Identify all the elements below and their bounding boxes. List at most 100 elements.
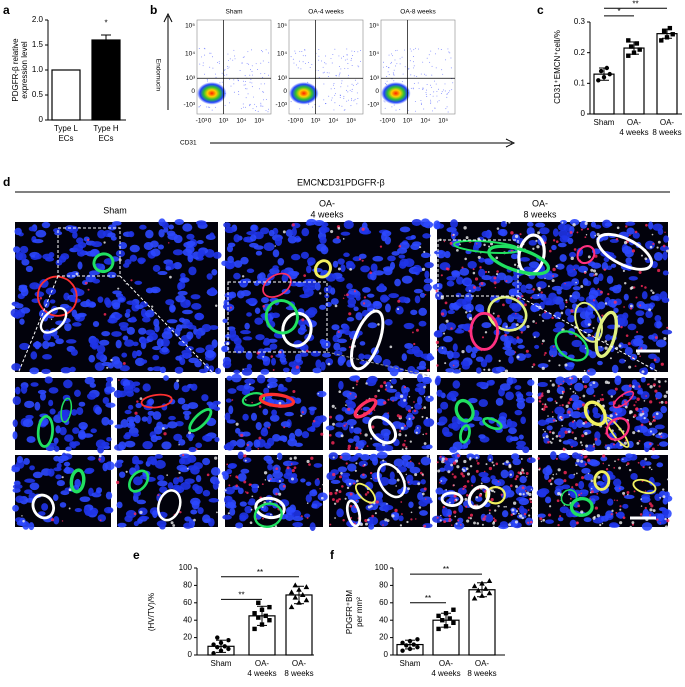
nucleus [41,221,51,229]
speckle [624,405,628,409]
vessel [353,398,378,419]
speckle [640,423,644,427]
speckle [445,457,448,461]
nucleus [32,341,42,348]
nucleus [652,223,663,231]
nucleus [117,297,125,302]
vessel [596,232,654,271]
nucleus [175,355,182,361]
speckle [392,400,394,402]
nucleus [54,231,63,236]
nucleus [136,460,144,465]
nucleus [613,406,623,414]
speckle [423,250,426,254]
flow-event [420,100,422,101]
flow-event [351,50,353,52]
flow-event [413,49,415,51]
speckle [658,385,661,388]
vessel [482,417,503,431]
nucleus [569,251,577,258]
speckle [651,421,654,423]
nucleus [177,290,188,296]
speckle [417,427,419,429]
speckle [456,248,459,252]
nucleus [272,265,279,271]
nucleus [34,253,42,260]
nucleus [525,396,535,404]
panel-letter: c [537,3,544,17]
nucleus [97,296,104,303]
speckle [604,380,609,384]
flow-x-tick: 0 [392,118,396,125]
vessel [92,252,115,274]
flow-event [388,74,390,75]
flow-event [265,98,267,100]
micrograph [326,451,433,530]
nucleus [389,367,399,377]
flow-event [412,88,414,90]
nucleus [425,395,434,402]
nucleus [195,347,205,354]
speckle [404,434,408,437]
nucleus [503,275,514,284]
nucleus [242,413,249,421]
speckle [629,307,633,310]
speckle [581,444,583,446]
speckle [663,394,667,398]
flow-event [435,67,437,69]
vessel [258,392,296,408]
nucleus [126,300,136,305]
speckle [573,473,576,476]
nucleus [195,220,207,226]
speckle [575,464,578,467]
nucleus [452,343,458,352]
nucleus [181,349,192,356]
flow-event [399,58,401,60]
nucleus [532,331,540,338]
speckle [510,231,514,235]
nucleus [481,322,492,329]
speckle [584,431,588,436]
nucleus [24,478,36,483]
speckle [662,488,665,491]
flow-event [308,62,310,63]
flow-event [346,58,348,60]
speckle [306,459,310,464]
flow-event [238,93,240,95]
flow-x-tick: 10⁵ [438,118,448,125]
speckle [349,504,353,508]
vessel [314,259,332,279]
speckle [653,377,657,381]
speckle [615,238,619,241]
speckle [551,437,554,440]
speckle [409,460,412,463]
flow-event [383,61,384,63]
nucleus [606,498,614,506]
speckle [622,516,626,520]
nucleus [158,228,165,238]
nucleus [404,342,414,350]
flow-event [260,102,262,104]
speckle [545,435,549,439]
flow-event [431,65,433,67]
nucleus [478,257,485,263]
nucleus [190,383,198,391]
speckle [61,476,64,479]
speckle [443,460,446,463]
flow-event [209,66,211,68]
nucleus [347,297,357,306]
nucleus [119,365,130,372]
nucleus [94,406,102,415]
nucleus [607,389,617,396]
flow-event [258,88,260,90]
nucleus [458,504,464,513]
speckle [428,395,431,399]
speckle [249,383,251,386]
speckle [224,489,227,492]
nucleus [405,414,415,421]
nucleus [39,279,49,288]
nucleus [263,347,272,353]
nucleus [266,458,274,465]
nucleus [152,288,158,293]
nucleus [546,397,554,402]
